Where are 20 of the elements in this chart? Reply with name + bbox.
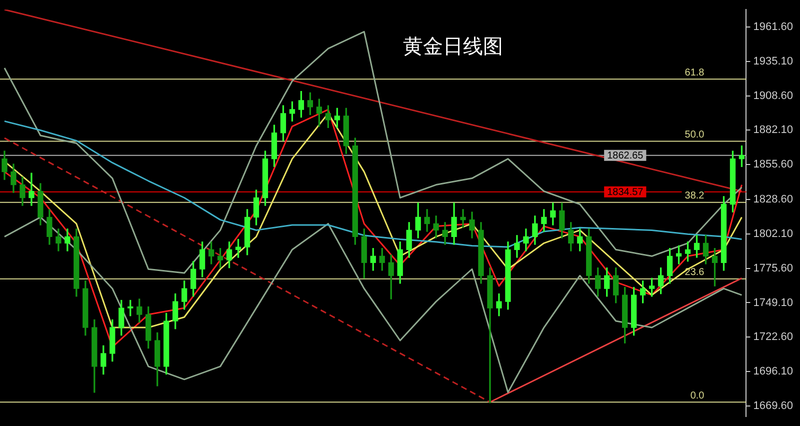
annotation: 38.2 <box>684 190 705 202</box>
annotation: 0.0 <box>690 390 705 402</box>
y-tick-label: 1722.60 <box>753 331 794 344</box>
y-tick-label: 1669.60 <box>753 400 794 412</box>
y-tick-label: 1696.10 <box>753 366 794 378</box>
y-tick-label: 1802.10 <box>753 228 794 240</box>
y-tick-label: 1855.60 <box>753 158 794 171</box>
y-tick-label: 1935.10 <box>753 55 794 68</box>
annotation: 50.0 <box>684 130 705 141</box>
y-tick-label: 1828.60 <box>753 194 794 206</box>
annotation: 23.6 <box>684 267 705 278</box>
y-tick-label: 1775.60 <box>753 262 794 274</box>
y-tick-label: 1749.10 <box>753 296 794 309</box>
ref-line-label: 1834.57 <box>607 187 644 198</box>
text: 黄金日线图 <box>403 34 504 58</box>
y-tick-label: 1882.10 <box>753 124 794 136</box>
annotation: 61.8 <box>684 67 705 78</box>
ref-line-label: 1862.65 <box>607 150 644 162</box>
y-tick-label: 1961.60 <box>753 21 794 34</box>
y-tick-label: 1908.60 <box>753 90 794 102</box>
